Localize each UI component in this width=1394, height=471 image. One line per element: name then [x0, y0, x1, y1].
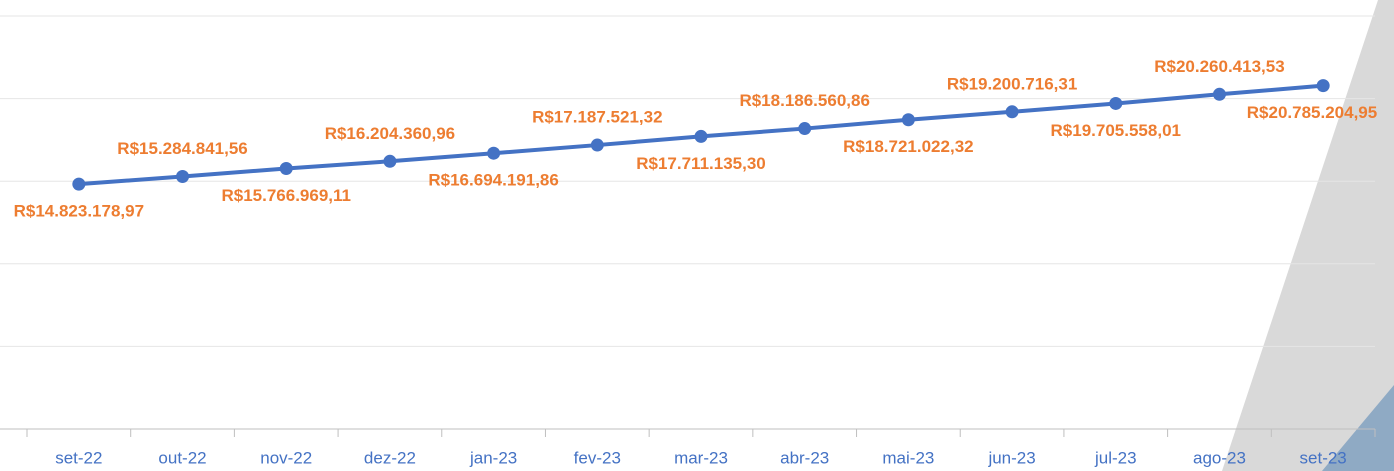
x-tick-label: jul-23: [1094, 448, 1137, 467]
x-tick-label: ago-23: [1193, 448, 1246, 467]
x-tick-label: abr-23: [780, 448, 829, 467]
marker: [487, 146, 501, 160]
data-label: R$18.186.560,86: [739, 91, 869, 110]
marker: [72, 177, 86, 191]
decor-corner: [1322, 385, 1394, 471]
data-label: R$20.260.413,53: [1154, 57, 1284, 76]
marker: [1316, 79, 1330, 93]
x-tick-label: dez-22: [364, 448, 416, 467]
data-label: R$18.721.022,32: [843, 137, 973, 156]
marker: [1212, 87, 1226, 101]
data-label: R$15.284.841,56: [117, 139, 247, 158]
data-label: R$20.785.204,95: [1247, 103, 1377, 122]
x-tick-label: jan-23: [469, 448, 517, 467]
x-tick-label: set-23: [1300, 448, 1347, 467]
x-tick-label: set-22: [55, 448, 102, 467]
x-tick-label: mar-23: [674, 448, 728, 467]
data-label: R$15.766.969,11: [221, 186, 351, 205]
x-tick-label: nov-22: [260, 448, 312, 467]
data-label: R$17.711.135,30: [636, 154, 766, 173]
marker: [901, 113, 915, 127]
decor-stripe: [1222, 0, 1394, 471]
marker: [176, 169, 190, 183]
marker: [590, 138, 604, 152]
x-tick-label: fev-23: [574, 448, 621, 467]
marker: [383, 154, 397, 168]
marker: [694, 129, 708, 143]
data-label: R$14.823.178,97: [14, 202, 144, 221]
data-label: R$19.705.558,01: [1051, 121, 1181, 140]
marker: [279, 162, 293, 176]
marker: [1005, 105, 1019, 119]
data-label: R$19.200.716,31: [947, 74, 1077, 93]
marker: [798, 122, 812, 136]
x-tick-label: mai-23: [882, 448, 934, 467]
marker: [1109, 96, 1123, 110]
data-label: R$17.187.521,32: [532, 108, 662, 127]
data-label: R$16.694.191,86: [428, 171, 558, 190]
x-tick-label: jun-23: [987, 448, 1035, 467]
data-label: R$16.204.360,96: [325, 124, 455, 143]
x-tick-label: out-22: [158, 448, 206, 467]
